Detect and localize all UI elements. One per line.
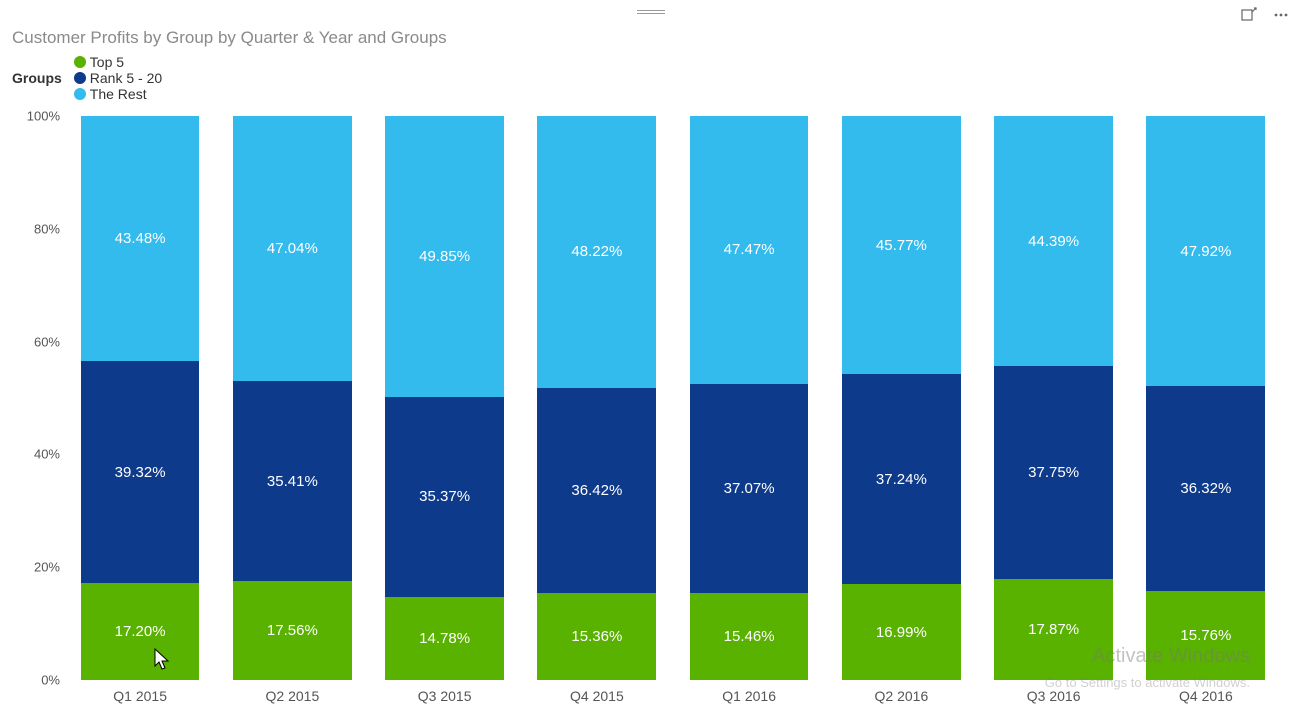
bar-segment-rank520[interactable]: 36.32%	[1146, 386, 1265, 591]
bar-segment-label: 15.76%	[1180, 627, 1231, 644]
y-axis-tick-label: 20%	[12, 560, 60, 575]
x-axis-tick-label: Q3 2016	[1027, 688, 1081, 704]
bar-segment-label: 15.36%	[571, 628, 622, 645]
bar-segment-label: 44.39%	[1028, 233, 1079, 250]
bar-segment-label: 37.07%	[724, 480, 775, 497]
bar-column[interactable]: 14.78% 35.37% 49.85%	[385, 116, 504, 680]
legend-title: Groups	[12, 70, 62, 86]
bar-segment-rank520[interactable]: 37.24%	[842, 374, 961, 584]
bar-segment-rest[interactable]: 44.39%	[994, 116, 1113, 366]
bar-segment-label: 48.22%	[571, 243, 622, 260]
visual-header	[0, 0, 1302, 24]
bar-segment-top5[interactable]: 15.76%	[1146, 591, 1265, 680]
x-axis-tick-label: Q1 2015	[113, 688, 167, 704]
legend-item-label: Rank 5 - 20	[90, 70, 162, 86]
bar-segment-rest[interactable]: 47.04%	[233, 116, 352, 381]
bar-segment-top5[interactable]: 17.56%	[233, 581, 352, 680]
y-axis-tick-label: 40%	[12, 447, 60, 462]
legend-swatch-icon	[74, 88, 86, 100]
bar-column[interactable]: 15.46% 37.07% 47.47%	[690, 116, 809, 680]
bar-segment-rank520[interactable]: 35.37%	[385, 397, 504, 596]
bar-segment-rank520[interactable]: 37.75%	[994, 366, 1113, 579]
bar-segment-label: 47.04%	[267, 240, 318, 257]
x-axis: Q1 2015 Q2 2015 Q3 2015 Q4 2015 Q1 2016 Q2 20…	[64, 688, 1282, 712]
bar-column[interactable]: 16.99% 37.24% 45.77%	[842, 116, 961, 680]
bar-segment-top5[interactable]: 17.87%	[994, 579, 1113, 680]
focus-mode-icon	[1241, 7, 1257, 23]
bar-segment-label: 14.78%	[419, 630, 470, 647]
stacked-bar-chart[interactable]: 17.20% 39.32% 43.48% 17.56% 35.41% 47.04% 14.7…	[12, 108, 1290, 716]
bar-segment-label: 16.99%	[876, 624, 927, 641]
y-axis-tick-label: 0%	[12, 673, 60, 688]
bar-segment-label: 45.77%	[876, 237, 927, 254]
y-axis-tick-label: 100%	[12, 109, 60, 124]
bar-segment-label: 37.75%	[1028, 464, 1079, 481]
legend-item[interactable]: The Rest	[74, 86, 162, 102]
bar-segment-label: 35.41%	[267, 473, 318, 490]
bar-column[interactable]: 17.56% 35.41% 47.04%	[233, 116, 352, 680]
bar-column[interactable]: 15.36% 36.42% 48.22%	[537, 116, 656, 680]
bar-segment-label: 36.42%	[571, 482, 622, 499]
plot-area: 17.20% 39.32% 43.48% 17.56% 35.41% 47.04% 14.7…	[64, 116, 1282, 680]
bar-segment-rest[interactable]: 47.47%	[690, 116, 809, 384]
chart-title: Customer Profits by Group by Quarter & Y…	[0, 24, 1302, 54]
bar-segment-top5[interactable]: 14.78%	[385, 597, 504, 680]
bar-segment-label: 37.24%	[876, 471, 927, 488]
bar-segment-label: 49.85%	[419, 248, 470, 265]
more-options-button[interactable]	[1272, 6, 1290, 24]
drag-grip-icon[interactable]	[637, 10, 665, 16]
bar-segment-top5[interactable]: 17.20%	[81, 583, 200, 680]
x-axis-tick-label: Q2 2016	[875, 688, 929, 704]
bar-segment-label: 47.92%	[1180, 243, 1231, 260]
bar-segment-label: 35.37%	[419, 488, 470, 505]
bar-segment-label: 47.47%	[724, 241, 775, 258]
legend-item[interactable]: Top 5	[74, 54, 162, 70]
bar-segment-label: 43.48%	[115, 230, 166, 247]
bar-segment-rest[interactable]: 45.77%	[842, 116, 961, 374]
bar-column[interactable]: 15.76% 36.32% 47.92%	[1146, 116, 1265, 680]
bar-segment-rank520[interactable]: 35.41%	[233, 381, 352, 581]
bar-segment-label: 17.87%	[1028, 621, 1079, 638]
bar-segment-top5[interactable]: 15.36%	[537, 593, 656, 680]
bar-segment-label: 17.20%	[115, 623, 166, 640]
bar-segment-rank520[interactable]: 37.07%	[690, 384, 809, 593]
bar-segment-rank520[interactable]: 39.32%	[81, 361, 200, 583]
bar-segment-rest[interactable]: 49.85%	[385, 116, 504, 397]
ellipsis-icon	[1273, 7, 1289, 23]
legend-item-label: The Rest	[90, 86, 147, 102]
bar-column[interactable]: 17.20% 39.32% 43.48%	[81, 116, 200, 680]
bar-segment-top5[interactable]: 15.46%	[690, 593, 809, 680]
x-axis-tick-label: Q1 2016	[722, 688, 776, 704]
bar-segment-label: 15.46%	[724, 628, 775, 645]
bar-segment-rank520[interactable]: 36.42%	[537, 388, 656, 593]
focus-mode-button[interactable]	[1240, 6, 1258, 24]
bar-segment-rest[interactable]: 48.22%	[537, 116, 656, 388]
bar-segment-label: 36.32%	[1180, 480, 1231, 497]
legend-item-label: Top 5	[90, 54, 124, 70]
bar-segment-rest[interactable]: 47.92%	[1146, 116, 1265, 386]
x-axis-tick-label: Q3 2015	[418, 688, 472, 704]
legend-swatch-icon	[74, 72, 86, 84]
bar-segment-rest[interactable]: 43.48%	[81, 116, 200, 361]
bar-segment-label: 39.32%	[115, 464, 166, 481]
bar-column[interactable]: 17.87% 37.75% 44.39%	[994, 116, 1113, 680]
y-axis-tick-label: 80%	[12, 221, 60, 236]
legend-item[interactable]: Rank 5 - 20	[74, 70, 162, 86]
x-axis-tick-label: Q4 2015	[570, 688, 624, 704]
bar-segment-label: 17.56%	[267, 622, 318, 639]
x-axis-tick-label: Q2 2015	[266, 688, 320, 704]
legend-swatch-icon	[74, 56, 86, 68]
y-axis-tick-label: 60%	[12, 334, 60, 349]
x-axis-tick-label: Q4 2016	[1179, 688, 1233, 704]
legend: Groups Top 5Rank 5 - 20The Rest	[0, 54, 1302, 108]
bar-segment-top5[interactable]: 16.99%	[842, 584, 961, 680]
